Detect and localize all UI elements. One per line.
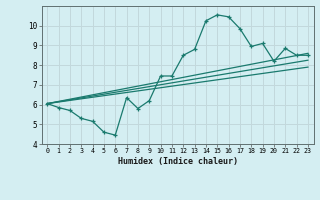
X-axis label: Humidex (Indice chaleur): Humidex (Indice chaleur) [118,157,237,166]
